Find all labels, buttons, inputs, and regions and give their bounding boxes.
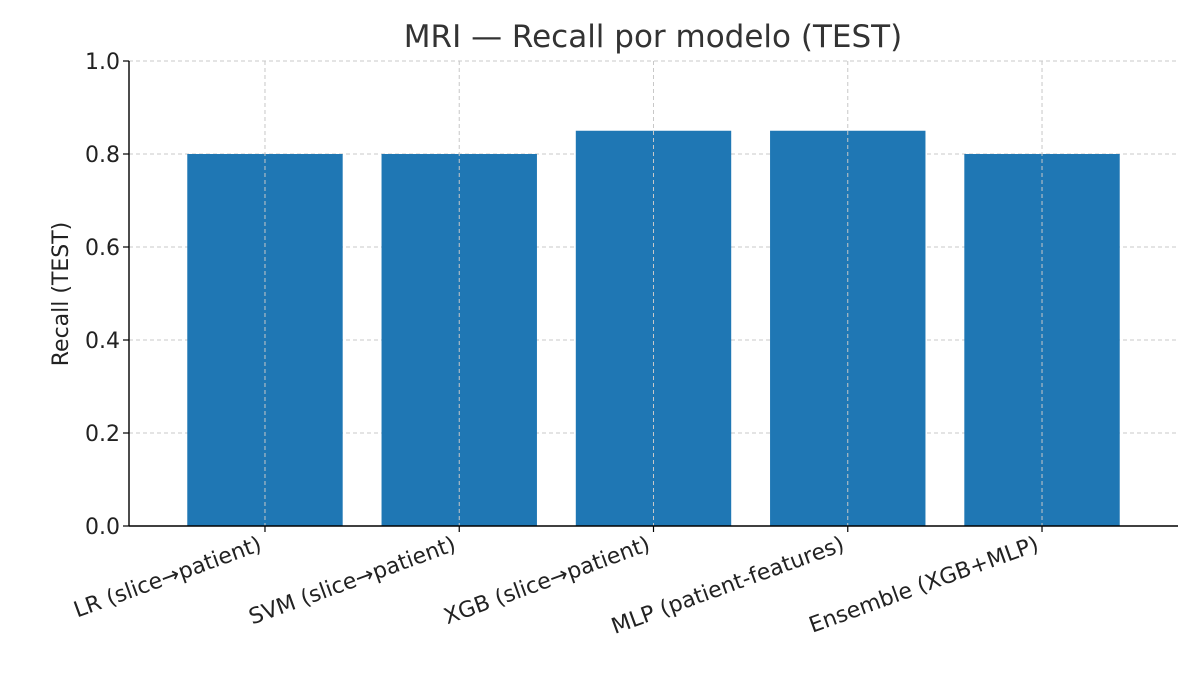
y-tick-label: 0.0 [85, 515, 120, 540]
y-tick-label: 0.8 [85, 143, 120, 168]
y-tick-label: 0.2 [85, 422, 120, 447]
chart-title: MRI — Recall por modelo (TEST) [404, 19, 902, 55]
y-tick-label: 1.0 [85, 50, 120, 75]
y-tick-label: 0.6 [85, 236, 120, 261]
y-axis-label: Recall (TEST) [49, 222, 74, 367]
x-tick-label: SVM (slice→patient) [246, 532, 460, 630]
x-tick-label: LR (slice→patient) [71, 532, 265, 623]
y-tick-label: 0.4 [85, 329, 120, 354]
bar-layer [187, 61, 1120, 526]
axis-layer [123, 60, 1178, 532]
